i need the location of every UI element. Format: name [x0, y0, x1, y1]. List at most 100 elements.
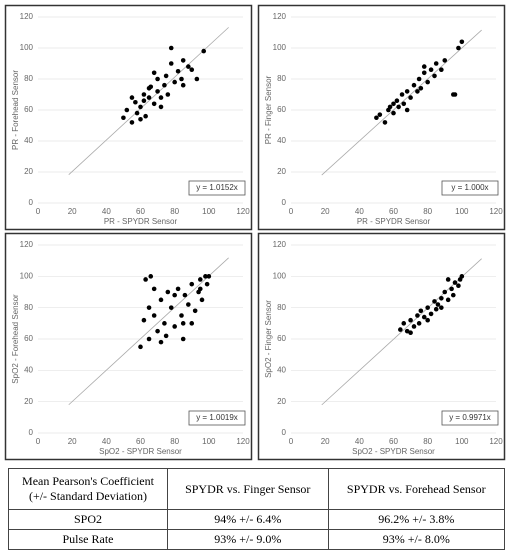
point: [439, 67, 444, 72]
point: [158, 104, 164, 110]
y-tick-label: 80: [277, 303, 286, 312]
point: [418, 86, 424, 91]
point: [408, 330, 413, 336]
point: [189, 321, 195, 326]
point: [459, 274, 465, 279]
point: [180, 58, 186, 63]
point: [197, 277, 203, 282]
point: [408, 317, 413, 323]
point: [439, 305, 444, 310]
point: [391, 101, 396, 107]
point: [404, 89, 410, 94]
x-tick-label: 100: [455, 207, 469, 216]
y-axis-title: SpO2 - Forehead Sensor: [11, 294, 20, 384]
point: [151, 101, 157, 107]
header-cell: Mean Pearson's Coefficient (+/- Standard…: [8, 468, 168, 510]
point: [124, 107, 130, 113]
point: [162, 321, 167, 326]
point: [391, 110, 396, 116]
equation-box: [441, 180, 499, 196]
y-tick-label: 120: [273, 12, 287, 21]
point: [401, 321, 407, 326]
point: [162, 82, 167, 88]
point: [189, 281, 195, 287]
point: [186, 64, 191, 69]
point: [182, 292, 188, 298]
x-tick-label: 120: [236, 437, 250, 446]
point: [141, 317, 147, 323]
y-tick-label: 40: [277, 365, 286, 374]
y-tick-label: 80: [24, 74, 33, 83]
point: [445, 297, 451, 303]
point: [459, 39, 465, 45]
point: [421, 64, 427, 69]
point: [179, 313, 184, 318]
point: [180, 321, 186, 326]
panel-border: [4, 232, 253, 461]
x-tick-label: 40: [355, 207, 364, 216]
point: [138, 344, 143, 350]
point: [189, 67, 195, 72]
point: [138, 104, 143, 110]
point: [179, 76, 184, 82]
point: [442, 58, 448, 63]
panel-border: [257, 232, 506, 461]
point: [408, 95, 413, 100]
point: [168, 45, 174, 51]
x-tick-label: 20: [321, 437, 330, 446]
point: [175, 286, 181, 292]
y-tick-label: 80: [24, 303, 33, 312]
point: [377, 112, 383, 117]
point: [165, 289, 171, 295]
chart-panel: 0 20 40 60 80 100 120 0 20 40 60 80 100 120 PR - SPYDR…: [257, 4, 506, 231]
equation-label: y = 1.000x: [451, 183, 488, 192]
point: [449, 286, 454, 292]
equation-box: [188, 410, 246, 426]
point: [416, 76, 422, 82]
point: [433, 61, 439, 66]
trendline: [321, 258, 482, 406]
x-axis-title: PR - SPYDR Sensor: [357, 217, 431, 226]
point: [155, 76, 160, 82]
point: [387, 104, 393, 110]
point: [415, 89, 420, 94]
point: [416, 321, 422, 326]
x-axis-title: SpO2 - SPYDR Sensor: [99, 447, 182, 456]
point: [146, 336, 152, 342]
point: [138, 117, 143, 122]
point: [204, 281, 210, 287]
y-tick-label: 60: [24, 334, 33, 343]
x-tick-label: 80: [423, 437, 432, 446]
x-tick-label: 60: [136, 437, 145, 446]
y-axis-title: PR - Forehead Sensor: [11, 70, 20, 150]
y-tick-label: 0: [282, 428, 287, 437]
chart-panel: 0 20 40 60 80 100 120 0 20 40 60 80 100 120 SpO2 - SPY…: [4, 232, 253, 461]
point: [428, 67, 434, 72]
x-axis-title: SpO2 - SPYDR Sensor: [352, 447, 435, 456]
point: [146, 86, 152, 91]
point: [415, 313, 420, 318]
point: [396, 104, 401, 110]
cell: 93% +/- 9.0%: [167, 529, 329, 550]
point: [399, 92, 405, 97]
x-axis-title: PR - SPYDR Sensor: [104, 217, 178, 226]
panel-border: [257, 4, 506, 231]
point: [398, 327, 403, 332]
x-tick-label: 20: [68, 207, 77, 216]
point: [439, 295, 444, 301]
x-tick-label: 0: [289, 437, 294, 446]
point: [180, 336, 186, 342]
y-axis-title: SpO2 - Finger Sensor: [264, 300, 273, 378]
x-tick-label: 60: [389, 437, 398, 446]
y-tick-label: 20: [277, 397, 286, 406]
x-tick-label: 20: [68, 437, 77, 446]
point: [134, 110, 140, 116]
point: [158, 339, 164, 345]
point: [203, 274, 208, 279]
point: [201, 48, 207, 54]
x-tick-label: 100: [202, 437, 216, 446]
point: [168, 61, 174, 66]
header-row: Mean Pearson's Coefficient (+/- Standard…: [8, 468, 506, 510]
point: [180, 82, 186, 88]
